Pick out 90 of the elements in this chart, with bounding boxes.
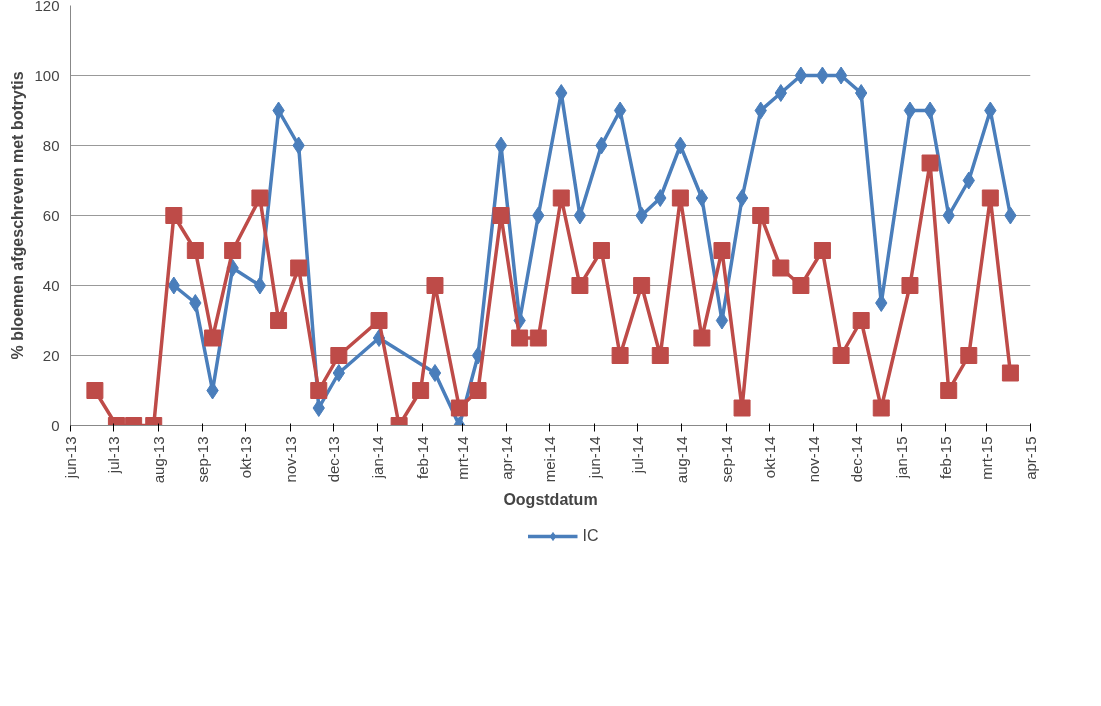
- x-tick-label: sep-14: [717, 436, 735, 483]
- x-tick-label: nov-14: [805, 436, 823, 483]
- x-tick-label: apr-15: [1022, 436, 1039, 480]
- point: [901, 277, 919, 294]
- x-tick-label: jul-13: [105, 436, 123, 475]
- point: [794, 66, 808, 85]
- x-tick-label: jan-14: [369, 436, 387, 480]
- point: [872, 399, 890, 417]
- point: [633, 277, 651, 294]
- point: [370, 312, 388, 329]
- point: [611, 347, 629, 364]
- point: [752, 207, 770, 224]
- point: [855, 84, 868, 102]
- point: [426, 277, 444, 294]
- y-tick-label: 0: [51, 416, 60, 434]
- point: [312, 399, 325, 417]
- point: [571, 277, 589, 294]
- point: [165, 207, 183, 224]
- point: [492, 207, 510, 224]
- x-tick-label: nov-13: [281, 436, 299, 483]
- x-tick-label: jun-13: [62, 436, 79, 480]
- x-tick-label: dec-13: [324, 436, 342, 483]
- y-tick-label: 100: [34, 66, 60, 84]
- point: [713, 242, 731, 259]
- point: [651, 347, 669, 364]
- point: [186, 242, 204, 259]
- y-axis-title: % bloemen afgeschreven met botrytis: [9, 71, 27, 360]
- point: [923, 101, 937, 120]
- y-tick-label: 20: [42, 346, 60, 364]
- x-tick-label: sep-13: [194, 436, 212, 483]
- x-tick-label: apr-14: [498, 436, 516, 480]
- x-tick-label: feb-14: [413, 436, 431, 480]
- point: [412, 382, 430, 399]
- point: [469, 382, 487, 399]
- point: [792, 277, 810, 294]
- point: [981, 189, 999, 207]
- x-tick-label: mrt-14: [453, 436, 471, 480]
- point: [903, 101, 917, 120]
- x-tick-label: jan-15: [892, 436, 910, 480]
- point: [330, 347, 348, 364]
- point: [332, 364, 346, 382]
- point: [772, 259, 790, 277]
- point: [613, 101, 627, 120]
- point: [733, 399, 751, 417]
- point: [290, 259, 308, 277]
- point: [693, 329, 711, 347]
- point: [270, 312, 288, 329]
- point: [592, 242, 610, 259]
- point: [654, 189, 667, 207]
- point: [695, 189, 709, 207]
- point: [1001, 364, 1019, 382]
- x-tick-label: mei-14: [541, 436, 559, 483]
- point: [253, 276, 267, 295]
- point: [834, 66, 848, 85]
- point: [940, 382, 958, 399]
- point: [428, 364, 442, 382]
- x-tick-label: mrt-15: [977, 436, 995, 480]
- point: [86, 382, 104, 399]
- x-tick-label: okt-13: [237, 436, 255, 479]
- y-tick-label: 80: [42, 136, 60, 154]
- point: [832, 347, 850, 364]
- point: [852, 312, 870, 329]
- point: [529, 329, 547, 347]
- x-tick-label: aug-13: [149, 436, 167, 484]
- point: [671, 189, 689, 207]
- x-tick-label: okt-14: [760, 436, 778, 479]
- point: [960, 347, 978, 364]
- point: [552, 189, 570, 207]
- legend-label: IC: [582, 527, 600, 545]
- x-tick-label: dec-14: [848, 436, 866, 483]
- point: [511, 329, 529, 347]
- x-tick-label: jul-14: [628, 436, 646, 475]
- point: [450, 399, 468, 417]
- x-tick-label: jun-14: [585, 436, 603, 480]
- y-tick-label: 40: [42, 276, 60, 294]
- y-tick-label: 120: [34, 0, 60, 14]
- point: [204, 329, 222, 347]
- point: [774, 84, 787, 102]
- point: [813, 242, 831, 259]
- point: [735, 189, 749, 207]
- point: [921, 154, 939, 172]
- point: [189, 294, 202, 312]
- x-tick-label: feb-15: [937, 436, 955, 480]
- point: [310, 382, 328, 399]
- point: [573, 206, 587, 225]
- point: [224, 242, 242, 259]
- point: [251, 189, 269, 207]
- x-axis-title: Oogstdatum: [503, 491, 598, 509]
- y-tick-label: 60: [42, 206, 60, 224]
- x-tick-label: aug-14: [673, 436, 691, 484]
